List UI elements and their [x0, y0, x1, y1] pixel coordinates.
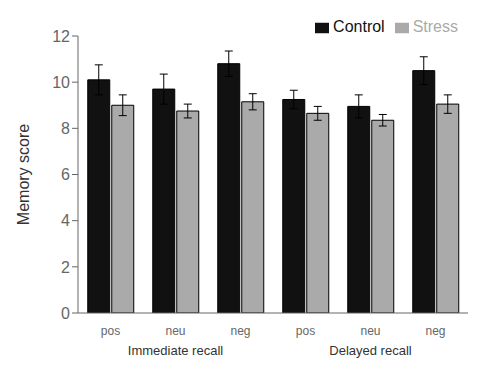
svg-text:8: 8 — [61, 120, 70, 137]
svg-text:neu: neu — [360, 324, 380, 338]
svg-text:pos: pos — [101, 324, 120, 338]
svg-text:6: 6 — [61, 166, 70, 183]
svg-text:4: 4 — [61, 212, 70, 229]
svg-text:0: 0 — [61, 305, 70, 322]
html-text:Stress: Stress — [412, 18, 458, 35]
svg-text:neg: neg — [230, 324, 250, 338]
html-text:Control: Control — [333, 18, 385, 35]
svg-text:2: 2 — [61, 259, 70, 276]
svg-text:12: 12 — [52, 28, 70, 45]
svg-text:Immediate recall: Immediate recall — [128, 343, 223, 358]
svg-text:pos: pos — [296, 324, 315, 338]
svg-text:Delayed recall: Delayed recall — [329, 343, 411, 358]
svg-text:Memory score: Memory score — [15, 124, 32, 225]
svg-text:neg: neg — [425, 324, 445, 338]
svg-text:neu: neu — [165, 324, 185, 338]
svg-text:10: 10 — [52, 74, 70, 91]
